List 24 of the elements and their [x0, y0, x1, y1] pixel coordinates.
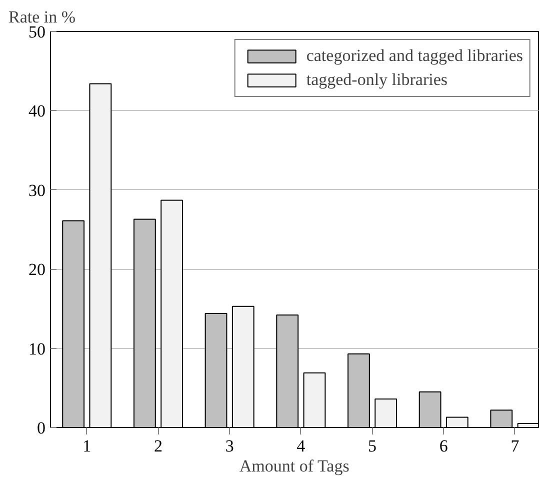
bar [348, 353, 370, 428]
x-axis-title: Amount of Tags [239, 456, 350, 476]
y-tick-label: 30 [28, 180, 46, 200]
bar [89, 83, 112, 428]
y-tick-label: 10 [28, 339, 46, 358]
y-tick-label: 0 [37, 418, 46, 438]
y-tick-label: 20 [28, 260, 46, 280]
x-tick-label: 6 [439, 436, 448, 456]
y-tick-label: 40 [28, 102, 46, 121]
x-tick-label: 5 [368, 436, 377, 456]
x-tick-label: 2 [154, 436, 162, 456]
bar [446, 416, 468, 428]
bar [160, 200, 183, 428]
x-tick-label: 4 [296, 436, 306, 456]
x-tick-label: 3 [225, 436, 234, 456]
bar [418, 391, 442, 428]
bar [374, 398, 398, 428]
bar [490, 410, 513, 428]
legend-label: categorized and tagged libraries [306, 46, 523, 66]
x-tick-label: 7 [510, 436, 520, 456]
bar [303, 372, 326, 428]
legend-label: tagged-only libraries [306, 70, 448, 90]
bar [232, 306, 254, 428]
x-tick-label: 1 [82, 436, 92, 456]
